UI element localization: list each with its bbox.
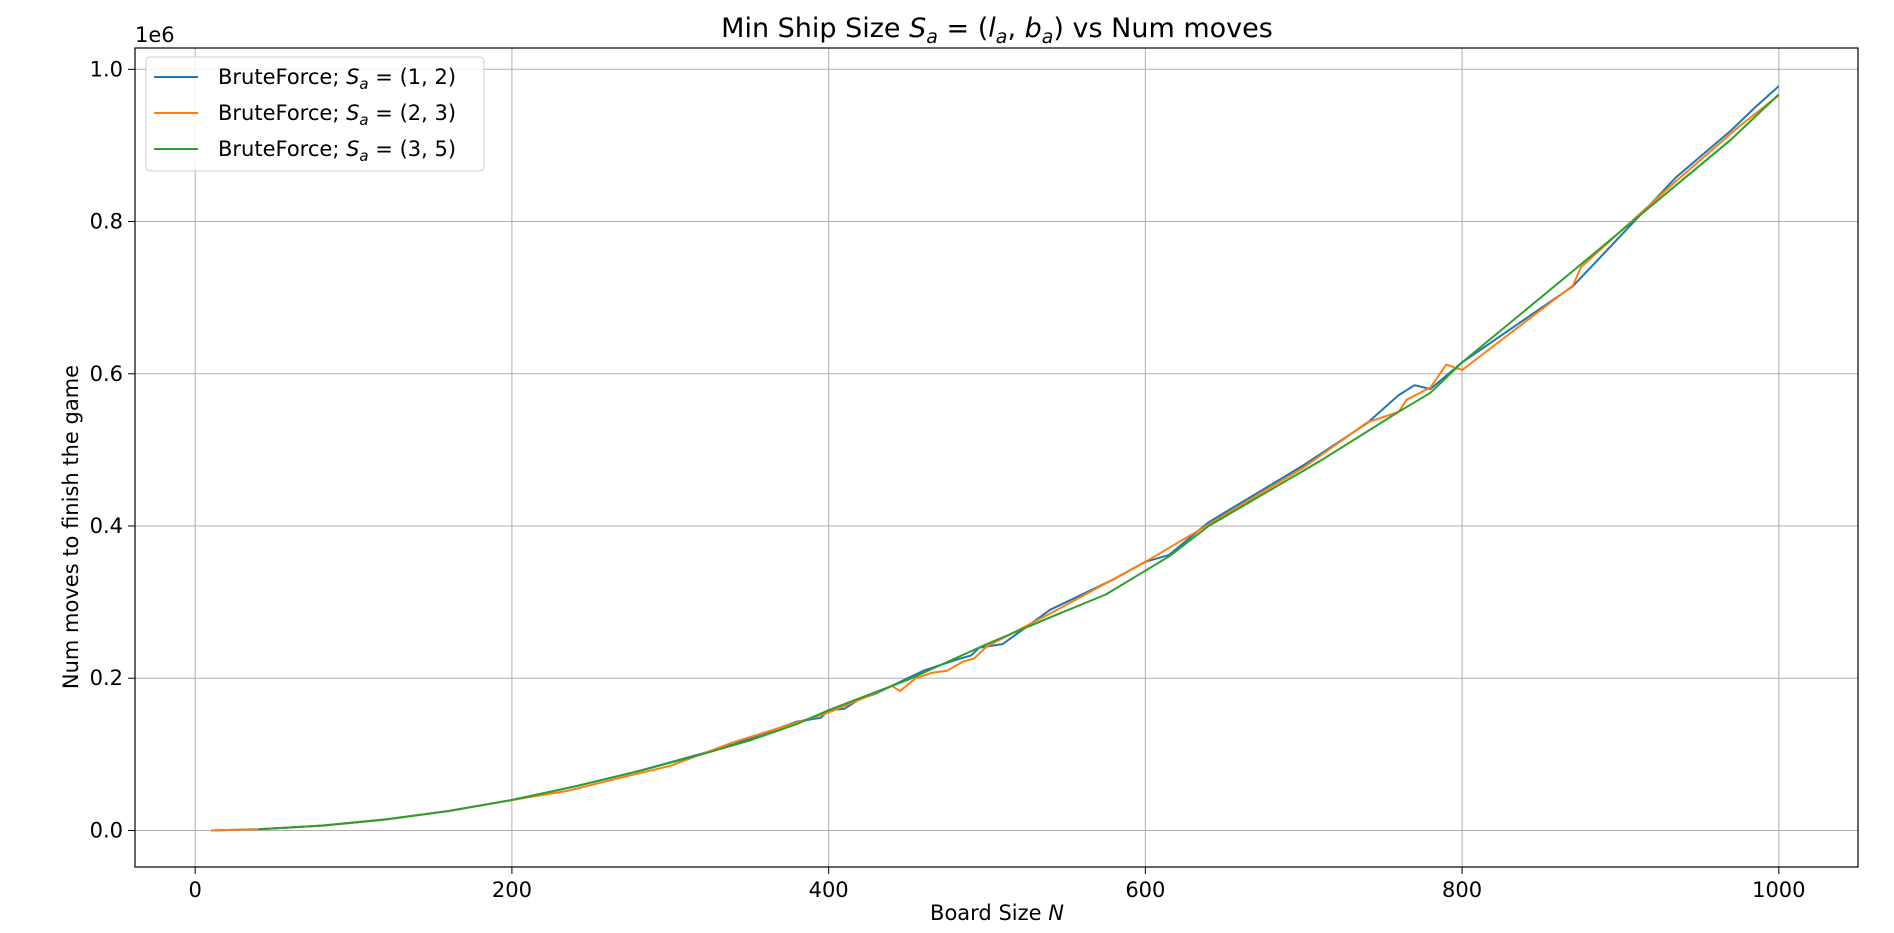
- x-tick-label: 200: [492, 878, 532, 902]
- x-tick-label: 1000: [1752, 878, 1805, 902]
- x-tick-label: 400: [809, 878, 849, 902]
- x-axis-label: Board Size N: [930, 901, 1064, 925]
- y-tick-label: 0.0: [90, 818, 123, 842]
- legend-label-2: BruteForce; Sa = (2, 3): [218, 101, 456, 129]
- y-tick-label: 0.2: [90, 666, 123, 690]
- legend: BruteForce; Sa = (1, 2) BruteForce; Sa = …: [145, 56, 485, 172]
- y-tick-label: 0.4: [90, 514, 123, 538]
- series-line-2: [210, 94, 1780, 832]
- legend-label-1: BruteForce; Sa = (1, 2): [218, 65, 456, 93]
- chart-title: Min Ship Size Sa = (la, ba) vs Num moves: [721, 13, 1273, 48]
- grid: [135, 48, 1858, 867]
- plot-frame: [134, 47, 1859, 868]
- y-tick-label: 1.0: [90, 57, 123, 81]
- x-tick-label: 600: [1125, 878, 1165, 902]
- y-offset-label: 1e6: [135, 23, 175, 47]
- y-tick-label: 0.6: [90, 362, 123, 386]
- y-axis: 0.0 0.2 0.4 0.6 0.8 1.0: [90, 57, 135, 842]
- x-tick-label: 0: [188, 878, 201, 902]
- y-tick-label: 0.8: [90, 210, 123, 234]
- series-line-3: [258, 93, 1780, 831]
- legend-box: [145, 56, 485, 172]
- series-layer: [210, 85, 1780, 832]
- x-tick-label: 800: [1442, 878, 1482, 902]
- x-axis: 0 200 400 600 800 1000: [188, 867, 1806, 902]
- y-axis-label: Num moves to finish the game: [59, 365, 83, 689]
- legend-label-3: BruteForce; Sa = (3, 5): [218, 137, 456, 165]
